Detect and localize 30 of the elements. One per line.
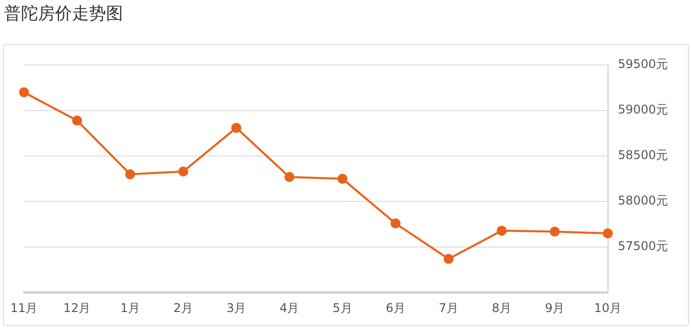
x-tick-label: 10月 xyxy=(594,300,622,315)
y-tick-label: 57500元 xyxy=(618,239,668,254)
chart-title: 普陀房价走势图 xyxy=(4,3,123,25)
x-tick-label: 7月 xyxy=(438,300,458,315)
y-tick-label: 59500元 xyxy=(618,57,668,72)
x-tick-label: 11月 xyxy=(10,300,38,315)
point xyxy=(125,169,136,180)
point xyxy=(550,226,560,237)
x-tick-label: 1月 xyxy=(120,300,140,315)
y-tick-label: 58500元 xyxy=(618,148,668,162)
point xyxy=(390,218,401,228)
point xyxy=(496,226,507,236)
x-tick-label: 9月 xyxy=(544,300,565,315)
point xyxy=(19,87,29,98)
point xyxy=(178,166,188,177)
point xyxy=(602,228,613,238)
x-tick-label: 3月 xyxy=(226,300,246,315)
point xyxy=(284,172,294,182)
x-tick-label: 6月 xyxy=(386,300,406,315)
x-tick-label: 5月 xyxy=(332,300,352,315)
x-tick-label: 8月 xyxy=(492,300,512,315)
x-tick-label: 12月 xyxy=(63,300,91,315)
point xyxy=(72,116,82,126)
x-tick-label: 2月 xyxy=(173,300,194,315)
y-tick-label: 59000元 xyxy=(618,102,668,117)
point xyxy=(444,254,454,264)
y-tick-label: 58000元 xyxy=(618,194,668,208)
point xyxy=(231,122,242,133)
x-tick-label: 4月 xyxy=(280,300,300,315)
point xyxy=(337,174,348,184)
